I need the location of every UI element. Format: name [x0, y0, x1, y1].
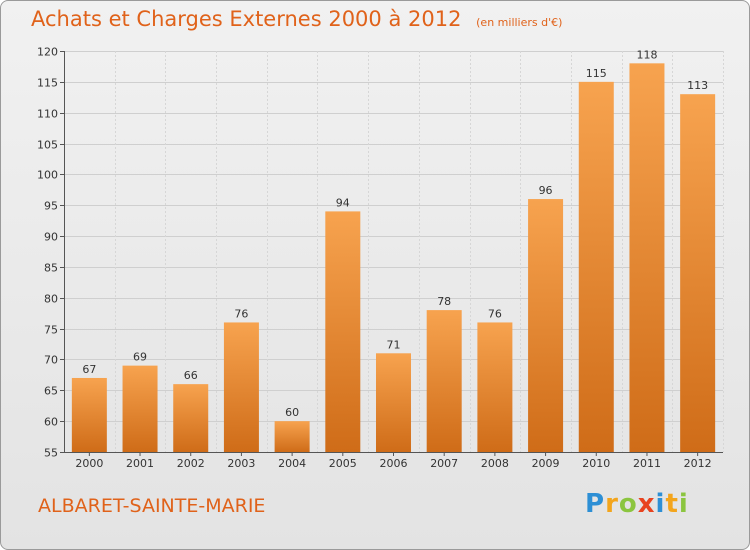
bar-value-label: 94 — [336, 196, 350, 209]
y-tick-label: 80 — [44, 293, 58, 306]
bar — [173, 384, 209, 452]
x-tick-label: 2003 — [227, 457, 255, 470]
town-name: ALBARET-SAINTE-MARIE — [38, 495, 266, 517]
bar — [325, 211, 361, 452]
x-tick-label: 2006 — [380, 457, 408, 470]
labels: 55 60 65 70 75 80 85 90 95 100 105 110 115 120 67 2000 6… — [37, 46, 712, 471]
bar-value-label: 76 — [234, 307, 248, 320]
bar-value-label: 69 — [133, 351, 147, 364]
y-tick-label: 100 — [37, 169, 58, 182]
logo-letter: x — [637, 489, 656, 519]
logo-letter: o — [618, 489, 638, 519]
bar — [71, 377, 107, 452]
y-tick-label: 60 — [44, 416, 58, 429]
bar-value-label: 66 — [184, 369, 198, 382]
y-tick-label: 95 — [44, 200, 58, 213]
y-tick-label: 120 — [37, 46, 58, 59]
bars — [71, 63, 716, 452]
bar-value-label: 76 — [488, 307, 502, 320]
x-tick-label: 2005 — [329, 457, 357, 470]
logo-letter: r — [605, 489, 619, 519]
y-tick-label: 90 — [44, 231, 58, 244]
bar — [376, 353, 411, 452]
bar — [223, 322, 259, 452]
y-tick-label: 55 — [44, 447, 58, 460]
bar-value-label: 67 — [82, 363, 96, 376]
bar-value-label: 78 — [437, 295, 451, 308]
bar — [122, 365, 158, 452]
bar — [680, 94, 716, 452]
bar — [477, 322, 513, 452]
bar-value-label: 113 — [687, 79, 708, 92]
y-tick-label: 85 — [44, 262, 58, 275]
bar — [528, 199, 564, 452]
bar-value-label: 60 — [285, 406, 299, 419]
x-tick-label: 2008 — [481, 457, 509, 470]
logo-letter: t — [665, 489, 679, 519]
x-tick-label: 2009 — [532, 457, 560, 470]
logo-letter: i — [678, 489, 689, 519]
chart-title-block: Achats et Charges Externes 2000 à 2012 (… — [31, 7, 562, 31]
bar — [578, 81, 614, 452]
x-tick-label: 2012 — [684, 457, 712, 470]
x-tick-label: 2000 — [75, 457, 103, 470]
bar-value-label: 115 — [586, 67, 607, 80]
bar — [274, 421, 310, 452]
x-tick-label: 2004 — [278, 457, 306, 470]
y-tick-label: 75 — [44, 324, 58, 337]
logo-letter: P — [585, 489, 606, 519]
bar-value-label: 96 — [539, 184, 553, 197]
x-tick-label: 2007 — [430, 457, 458, 470]
y-tick-label: 110 — [37, 108, 58, 121]
axes — [60, 51, 723, 456]
x-tick-label: 2010 — [582, 457, 610, 470]
y-tick-label: 65 — [44, 385, 58, 398]
bar-value-label: 71 — [387, 338, 401, 351]
proxiti-logo: Proxiti — [585, 489, 689, 519]
x-tick-label: 2001 — [126, 457, 154, 470]
bar — [426, 310, 462, 452]
bar-value-label: 118 — [636, 48, 657, 61]
logo-letter: i — [655, 489, 666, 519]
x-tick-label: 2002 — [177, 457, 205, 470]
x-tick-label: 2011 — [633, 457, 661, 470]
chart-subtitle: (en milliers d'€) — [476, 16, 563, 29]
bar — [629, 63, 665, 452]
y-tick-label: 70 — [44, 354, 58, 367]
y-tick-label: 105 — [37, 139, 58, 152]
y-tick-label: 115 — [37, 77, 58, 90]
chart-title: Achats et Charges Externes 2000 à 2012 — [31, 7, 462, 31]
